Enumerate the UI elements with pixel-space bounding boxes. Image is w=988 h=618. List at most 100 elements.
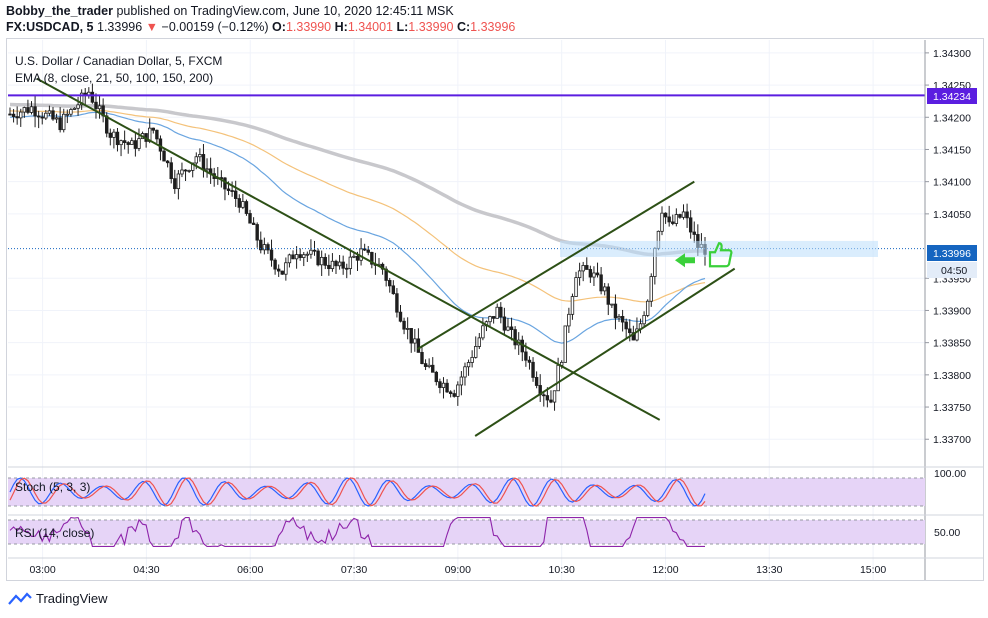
candle-body xyxy=(58,117,62,131)
candle-body xyxy=(72,107,77,110)
price-tick-label: 1.34300 xyxy=(933,48,971,60)
candle-body xyxy=(54,117,59,120)
candle-body xyxy=(545,395,550,401)
candle-body xyxy=(165,160,170,164)
candle-body xyxy=(552,390,557,403)
time-tick-label: 06:00 xyxy=(237,564,263,576)
candle-body xyxy=(97,105,102,110)
candle-body xyxy=(423,363,428,367)
candle-body xyxy=(309,249,313,255)
candle-body xyxy=(122,140,127,143)
candle-body xyxy=(502,316,507,331)
candle-body xyxy=(574,277,578,297)
candle-body xyxy=(291,254,295,260)
candle-body xyxy=(173,178,177,190)
candle-body xyxy=(201,154,206,171)
candle-body xyxy=(133,140,138,149)
candle-body xyxy=(302,254,306,258)
candle-body xyxy=(273,259,277,270)
candle-body xyxy=(585,265,589,270)
candle-body xyxy=(470,356,474,363)
candle-body xyxy=(69,109,73,115)
candle-body xyxy=(542,394,546,397)
rsi-level-label: 50.00 xyxy=(934,527,960,539)
candle-body xyxy=(588,269,593,278)
open-label: O: xyxy=(272,20,286,34)
close-value: 1.33996 xyxy=(470,20,516,34)
rsi-label: RSI (14, close) xyxy=(15,526,94,540)
candle-body xyxy=(341,261,345,269)
chart-frame[interactable] xyxy=(6,38,984,581)
candle-body xyxy=(176,173,181,190)
candle-body xyxy=(355,255,360,261)
candle-body xyxy=(524,351,528,361)
candle-body xyxy=(416,338,421,353)
candle-body xyxy=(15,116,19,119)
candle-body xyxy=(198,154,202,158)
stoch-label: Stoch (5, 3, 3) xyxy=(15,480,90,494)
stoch-d-line xyxy=(9,477,706,507)
candle-body xyxy=(549,399,553,403)
candle-body xyxy=(481,325,485,339)
footer-brand[interactable]: TradingView xyxy=(36,591,108,606)
candle-body xyxy=(90,91,95,103)
candle-body xyxy=(305,253,310,256)
time-tick-label: 07:30 xyxy=(341,564,367,576)
price-tick-label: 1.34150 xyxy=(933,144,971,156)
high-value: 1.34001 xyxy=(347,20,393,34)
candle-body xyxy=(556,364,560,392)
candle-body xyxy=(352,255,356,258)
publish-header: Bobby_the_trader published on TradingVie… xyxy=(6,3,515,35)
candle-body xyxy=(262,244,267,251)
candle-body xyxy=(22,107,27,113)
candle-body xyxy=(205,168,209,171)
candle-body xyxy=(233,190,238,199)
candle-body xyxy=(266,244,270,251)
candle-body xyxy=(567,313,571,327)
change-arrow-icon: ▼ xyxy=(145,20,159,34)
candle-body xyxy=(151,127,155,131)
candle-body xyxy=(323,256,327,266)
candle-body xyxy=(366,249,370,253)
candle-body xyxy=(370,251,374,265)
candle-body xyxy=(319,256,324,266)
candle-body xyxy=(391,285,396,295)
symbol: FX:USDCAD, 5 xyxy=(6,20,94,34)
publish-info: published on TradingView.com, June 10, 2… xyxy=(116,4,454,18)
author-name[interactable]: Bobby_the_trader xyxy=(6,4,113,18)
candle-body xyxy=(316,250,320,266)
trendline xyxy=(416,180,695,350)
price-tick-label: 1.33900 xyxy=(933,305,971,317)
candle-body xyxy=(692,231,696,235)
candle-body xyxy=(194,156,198,164)
candle-body xyxy=(441,382,446,388)
time-tick-label: 15:00 xyxy=(860,564,886,576)
candle-body xyxy=(649,276,653,302)
candle-body xyxy=(620,316,625,323)
candles xyxy=(8,83,707,411)
price-tick-label: 1.33750 xyxy=(933,402,971,414)
candle-body xyxy=(327,264,331,269)
candle-body xyxy=(51,110,55,120)
candle-body xyxy=(438,381,442,388)
candle-body xyxy=(337,261,342,267)
candle-body xyxy=(137,138,141,149)
candle-body xyxy=(527,359,532,363)
price-tick-label: 1.34200 xyxy=(933,112,971,124)
candle-body xyxy=(563,325,567,363)
candle-body xyxy=(448,391,453,394)
open-value: 1.33990 xyxy=(285,20,332,34)
candle-body xyxy=(36,115,41,118)
candle-body xyxy=(577,270,582,278)
candle-body xyxy=(395,293,399,313)
candle-body xyxy=(76,104,80,109)
candle-body xyxy=(413,338,417,344)
candle-body xyxy=(606,286,610,305)
drawings xyxy=(8,77,925,437)
time-axis: 03:00 04:30 06:00 07:30 09:00 10:30 12:00 13:30… xyxy=(29,564,886,576)
candle-body xyxy=(223,177,227,190)
price-change: −0.00159 (−0.12%) xyxy=(161,20,269,34)
candle-body xyxy=(294,254,299,260)
candle-body xyxy=(509,326,514,331)
